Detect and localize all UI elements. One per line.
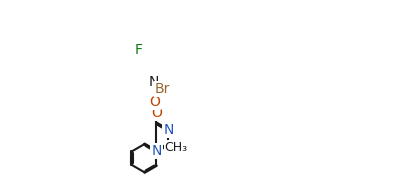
Text: N: N — [163, 123, 173, 137]
Text: N: N — [149, 75, 160, 89]
Text: Br: Br — [155, 82, 170, 96]
Text: H: H — [152, 73, 161, 86]
Text: O: O — [149, 95, 160, 109]
Text: O: O — [151, 106, 162, 120]
Text: F: F — [134, 43, 142, 57]
Text: CH₃: CH₃ — [165, 141, 188, 154]
Text: N: N — [151, 144, 162, 158]
